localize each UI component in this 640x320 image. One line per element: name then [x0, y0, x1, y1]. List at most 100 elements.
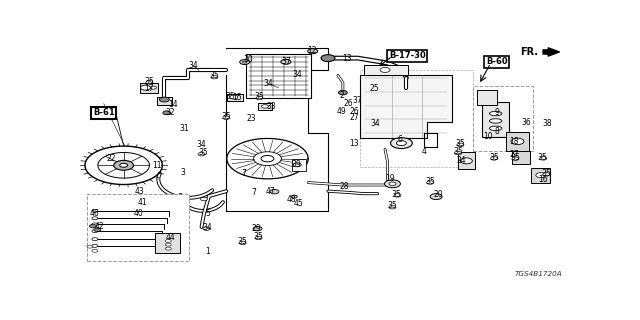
Circle shape — [543, 173, 550, 176]
Circle shape — [253, 227, 262, 231]
Circle shape — [380, 68, 390, 72]
Circle shape — [385, 180, 401, 188]
Circle shape — [281, 59, 291, 64]
Text: 5: 5 — [205, 209, 211, 218]
Text: 27: 27 — [350, 113, 360, 122]
Text: 37: 37 — [282, 57, 291, 66]
Circle shape — [92, 238, 98, 241]
Circle shape — [165, 247, 172, 250]
Text: 29: 29 — [252, 224, 261, 233]
Text: 31: 31 — [179, 124, 189, 133]
Text: 16: 16 — [538, 175, 548, 184]
Bar — [458, 152, 476, 170]
Text: 23: 23 — [247, 115, 257, 124]
Circle shape — [94, 228, 101, 232]
Circle shape — [270, 189, 279, 194]
Text: B-17-30: B-17-30 — [389, 51, 426, 60]
Circle shape — [223, 116, 230, 119]
Bar — [531, 168, 550, 182]
Text: 8: 8 — [495, 127, 499, 136]
Circle shape — [291, 195, 297, 198]
Text: 35: 35 — [453, 147, 463, 156]
Circle shape — [460, 158, 472, 164]
Text: 20: 20 — [434, 190, 444, 199]
Text: 35: 35 — [253, 232, 264, 241]
Text: 9: 9 — [494, 108, 499, 117]
Text: 14: 14 — [168, 100, 178, 109]
Text: B-61: B-61 — [93, 108, 115, 117]
Circle shape — [394, 194, 401, 197]
Text: 11: 11 — [152, 161, 162, 170]
Text: 15: 15 — [232, 92, 241, 101]
Bar — [482, 102, 509, 137]
Bar — [87, 194, 189, 261]
Ellipse shape — [490, 111, 502, 116]
Text: 37: 37 — [353, 96, 363, 105]
Text: 36: 36 — [522, 118, 531, 127]
Text: 10: 10 — [483, 132, 493, 141]
Text: 48: 48 — [287, 195, 296, 204]
Circle shape — [120, 163, 127, 167]
Circle shape — [511, 138, 524, 145]
Circle shape — [427, 181, 434, 184]
Text: 35: 35 — [387, 202, 397, 211]
Text: 27: 27 — [509, 150, 519, 159]
Circle shape — [90, 224, 97, 228]
Circle shape — [491, 157, 498, 160]
Text: 28: 28 — [339, 182, 349, 191]
Bar — [227, 94, 243, 101]
Text: 34: 34 — [264, 79, 273, 88]
Circle shape — [256, 96, 263, 100]
Polygon shape — [360, 75, 452, 138]
Text: 35: 35 — [237, 237, 247, 246]
Text: 34: 34 — [188, 61, 198, 70]
Text: 22: 22 — [106, 154, 116, 163]
Bar — [474, 86, 533, 150]
Text: 35: 35 — [510, 153, 520, 162]
Circle shape — [396, 141, 406, 146]
FancyArrowPatch shape — [543, 48, 559, 56]
Circle shape — [512, 157, 519, 160]
Circle shape — [389, 205, 396, 209]
Text: 35: 35 — [391, 190, 401, 199]
Text: 34: 34 — [203, 223, 212, 232]
Circle shape — [92, 217, 98, 220]
Circle shape — [293, 163, 301, 167]
Circle shape — [92, 244, 98, 247]
Circle shape — [163, 111, 171, 115]
Circle shape — [200, 197, 207, 201]
Circle shape — [339, 90, 348, 95]
Circle shape — [255, 236, 262, 240]
Circle shape — [165, 239, 172, 243]
Bar — [156, 233, 180, 253]
Text: 35: 35 — [541, 169, 551, 178]
Text: 35: 35 — [145, 76, 154, 85]
Text: 3: 3 — [180, 168, 186, 177]
Text: 41: 41 — [137, 198, 147, 207]
Text: 25: 25 — [370, 84, 380, 93]
Text: 35: 35 — [198, 148, 209, 157]
Text: 4: 4 — [421, 147, 426, 156]
Circle shape — [243, 61, 246, 63]
Circle shape — [536, 173, 546, 178]
Circle shape — [308, 49, 317, 54]
Text: 40: 40 — [134, 209, 143, 218]
Text: 13: 13 — [349, 139, 359, 148]
Text: 2: 2 — [339, 91, 344, 100]
Text: 6: 6 — [398, 135, 403, 144]
Text: 45: 45 — [293, 199, 303, 208]
Text: 35: 35 — [209, 71, 219, 80]
Text: 35: 35 — [225, 92, 235, 101]
Text: 46: 46 — [90, 209, 100, 218]
Circle shape — [146, 81, 153, 84]
Text: 32: 32 — [166, 108, 175, 117]
Circle shape — [457, 143, 464, 147]
Text: 38: 38 — [542, 119, 552, 128]
Text: 7: 7 — [241, 169, 246, 179]
Circle shape — [239, 241, 246, 244]
Text: 35: 35 — [456, 139, 465, 148]
Circle shape — [159, 97, 169, 102]
Text: B-60: B-60 — [486, 57, 508, 66]
Text: TGS4B1720A: TGS4B1720A — [515, 271, 562, 277]
Circle shape — [261, 156, 274, 162]
